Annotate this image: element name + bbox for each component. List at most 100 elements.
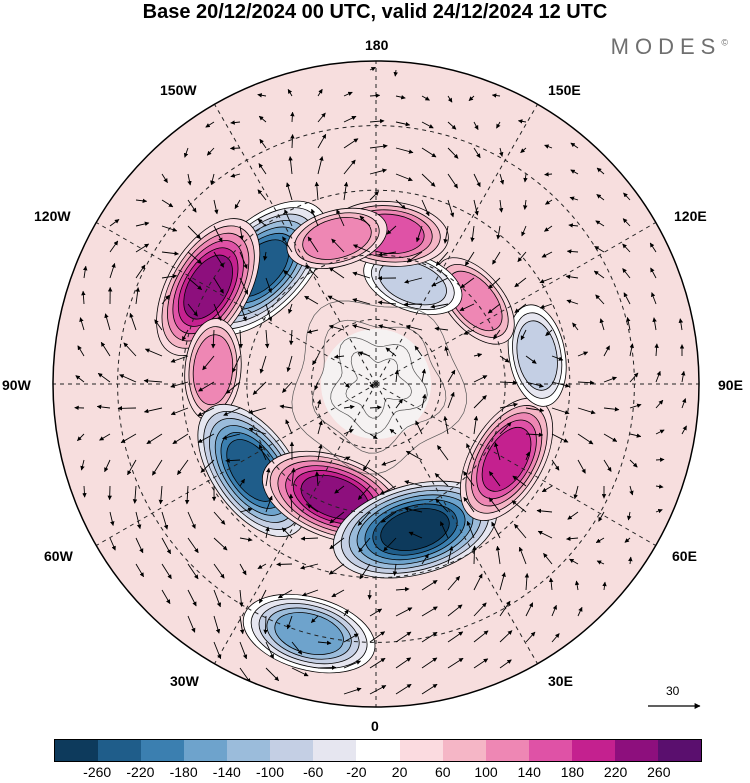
wind-arrow: [369, 93, 381, 98]
wind-arrow: [395, 607, 413, 617]
wind-arrow: [473, 375, 488, 383]
wind-arrow: [498, 147, 504, 157]
wind-arrow: [197, 433, 215, 443]
wind-arrow: [239, 251, 248, 270]
wind-arrow: [629, 343, 634, 357]
wind-arrow: [622, 268, 631, 279]
wind-arrow: [135, 563, 144, 578]
wind-arrow: [239, 478, 245, 487]
wind-arrow: [525, 602, 534, 617]
graticule: [53, 61, 699, 707]
wind-arrow: [317, 443, 323, 461]
wind-arrow: [109, 537, 116, 551]
wind-arrow: [437, 445, 449, 461]
wind-arrow: [223, 407, 241, 416]
wind-arrow: [161, 225, 178, 232]
wind-arrow: [654, 343, 659, 357]
wind-arrow: [473, 147, 481, 159]
wind-arrow: [343, 687, 362, 695]
wind-arrow: [603, 345, 610, 357]
wind-arrow: [285, 419, 293, 435]
wind-arrow: [405, 324, 423, 331]
wind-arrow: [523, 199, 528, 210]
wind-arrow: [406, 251, 423, 263]
wind-arrow: [225, 458, 241, 463]
wind-arrow: [239, 563, 247, 576]
wind-arrow: [473, 121, 479, 130]
wind-arrow: [352, 298, 371, 305]
wind-arrow: [525, 381, 544, 388]
wind-arrow: [279, 404, 293, 409]
wind-arrow: [570, 142, 579, 149]
wind-arrow: [317, 88, 323, 97]
wind-arrow: [367, 589, 372, 600]
wind-arrow: [472, 545, 477, 565]
wind-arrow: [82, 485, 87, 498]
wind-arrow: [447, 147, 459, 159]
wind-arrow: [259, 355, 267, 374]
wind-arrow: [577, 351, 589, 357]
wind-arrow: [161, 511, 169, 530]
wind-arrow: [135, 221, 150, 227]
wind-arrow: [187, 563, 199, 580]
wind-arrow: [369, 433, 378, 440]
wind-arrow: [599, 318, 605, 331]
wind-arrow: [306, 504, 319, 513]
wind-arrow: [239, 225, 244, 241]
wind-arrow: [499, 600, 511, 617]
colorbar-tick-label: 20: [391, 764, 408, 780]
wind-arrow: [565, 274, 579, 280]
lon-label-150e: 150E: [548, 82, 581, 98]
colorbar-segment: [227, 740, 271, 761]
wind-arrow: [395, 121, 411, 127]
colorbar-tick-label: -180: [169, 764, 198, 780]
wind-arrow: [577, 380, 595, 385]
wind-arrow: [595, 294, 605, 305]
wind-arrow: [421, 368, 427, 383]
wind-arrow: [551, 433, 569, 443]
wind-arrow: [369, 168, 387, 175]
wind-arrow: [577, 459, 586, 474]
lon-label-150w: 150W: [160, 82, 197, 98]
wind-arrow: [119, 374, 137, 383]
wind-arrow: [421, 95, 430, 101]
wind-arrow: [629, 372, 639, 383]
wind-arrow: [213, 511, 226, 525]
anomaly-center: [286, 207, 388, 269]
wind-arrow: [496, 121, 501, 129]
wind-arrow: [213, 563, 225, 579]
wind-arrow: [603, 407, 620, 412]
wind-arrow: [305, 264, 319, 279]
wind-arrow: [82, 265, 88, 279]
wind-arrow: [202, 355, 215, 371]
wind-arrow: [77, 345, 85, 357]
wind-arrow: [566, 536, 579, 541]
wind-arrow: [392, 563, 398, 576]
wind-arrow: [187, 615, 196, 633]
wind-arrow: [161, 274, 178, 279]
wind-arrow: [595, 220, 605, 227]
wind-arrow: [655, 484, 664, 489]
wind-arrow: [435, 251, 449, 266]
wind-arrow: [525, 407, 545, 413]
wind-arrow: [161, 199, 174, 208]
wind-arrow: [283, 269, 293, 279]
wind-arrow: [494, 442, 501, 461]
wind-arrow: [498, 199, 504, 213]
wind-arrow: [230, 120, 241, 125]
wind-arrow: [473, 658, 489, 669]
wind-arrow: [421, 631, 438, 643]
wind-arrow: [421, 199, 430, 217]
wind-arrow: [447, 173, 458, 189]
wind-arrow: [104, 313, 111, 331]
wind-arrow: [395, 586, 410, 592]
anomaly-contour: [302, 217, 372, 260]
wind-arrow: [574, 580, 580, 591]
wind-arrow: [598, 511, 605, 522]
vector-reference-arrow: [648, 703, 701, 709]
wind-arrow: [551, 604, 557, 617]
wind-arrow: [252, 381, 267, 395]
wind-arrow: [120, 433, 137, 444]
wind-arrow: [629, 433, 642, 438]
wind-arrow: [403, 506, 423, 513]
